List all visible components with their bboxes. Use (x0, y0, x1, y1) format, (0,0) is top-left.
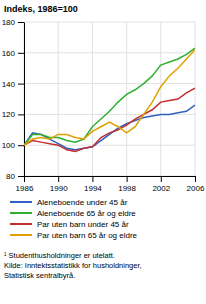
legend-label: Aleneboende under 45 år (37, 198, 128, 207)
x-tick: 1994 (84, 176, 102, 193)
y-grid-line (24, 83, 195, 84)
y-tick: 120 (2, 110, 24, 119)
y-tick-label: 80 (6, 172, 15, 181)
legend-label: Aleneboende 65 år og eldre (37, 209, 136, 218)
y-tick: 140 (2, 80, 24, 89)
y-tick-mark (18, 53, 24, 54)
x-tick-label: 2006 (187, 184, 205, 193)
x-grid-line (160, 22, 161, 176)
legend-swatch (10, 223, 32, 225)
legend-swatch (10, 212, 32, 214)
x-tick-mark (161, 176, 162, 182)
x-grid-line (195, 22, 196, 176)
x-axis-line (25, 176, 196, 177)
y-axis: 80 100 120 140 160 180 (2, 18, 25, 181)
x-tick: 1986 (16, 176, 34, 193)
x-tick-label: 1994 (84, 184, 102, 193)
y-tick-label: 160 (2, 49, 16, 58)
x-tick-label: 1990 (50, 184, 68, 193)
footnote-line: Statistisk sentralbyrå. (4, 271, 75, 280)
x-tick: 2002 (152, 176, 170, 193)
y-tick-mark (18, 145, 24, 146)
legend-swatch (10, 201, 32, 203)
series-line (24, 48, 195, 145)
legend-label: Par uten barn 65 år og eldre (37, 231, 138, 240)
y-grid-line (24, 52, 195, 53)
x-tick-label: 1986 (16, 184, 34, 193)
x-tick-label: 1998 (118, 184, 136, 193)
footnote-line: ¹ Studenthusholdninger er utelatt. (4, 251, 115, 260)
footnote: ¹ Studenthusholdninger er utelatt.Kilde:… (4, 251, 142, 280)
y-tick: 80 (6, 172, 24, 181)
x-tick: 2006 (187, 176, 205, 193)
chart: Indeks, 1986=100 1986 1990 1994 1998 2002 2006… (0, 0, 206, 304)
x-tick-label: 2002 (152, 184, 170, 193)
x-grid-line (24, 22, 25, 176)
legend-swatch (10, 234, 32, 236)
y-grid-line (24, 22, 195, 23)
legend: Aleneboende under 45 år Aleneboende 65 år… (10, 198, 138, 240)
y-tick-label: 140 (2, 80, 16, 89)
x-grid-line (92, 22, 93, 176)
y-axis-line (24, 23, 25, 177)
y-tick: 180 (2, 18, 24, 27)
x-tick-mark (24, 176, 25, 182)
x-tick-mark (58, 176, 59, 182)
series-line (24, 88, 195, 151)
y-tick-mark (18, 84, 24, 85)
grid (24, 22, 195, 176)
y-tick-mark (18, 114, 24, 115)
y-tick-label: 120 (2, 110, 16, 119)
y-tick: 160 (2, 49, 24, 58)
title: Indeks, 1986=100 (4, 4, 78, 14)
y-grid-line (24, 145, 195, 146)
y-grid-line (24, 176, 195, 177)
series-line (24, 50, 195, 145)
x-grid-line (126, 22, 127, 176)
y-tick-mark (18, 176, 24, 177)
lines (24, 48, 195, 151)
y-tick-label: 180 (2, 18, 16, 27)
x-tick: 1998 (118, 176, 136, 193)
x-tick-mark (127, 176, 128, 182)
x-tick-mark (92, 176, 93, 182)
footnote-line: Kilde: Inntektsstatistikk for husholdnin… (4, 261, 142, 270)
y-tick-mark (18, 22, 24, 23)
x-tick: 1990 (50, 176, 68, 193)
x-tick-mark (195, 176, 196, 182)
x-axis: 1986 1990 1994 1998 2002 2006 (16, 176, 205, 193)
y-tick-label: 100 (2, 141, 16, 150)
legend-label: Par uten barn under 45 år (37, 220, 129, 229)
x-grid-line (58, 22, 59, 176)
y-tick: 100 (2, 141, 24, 150)
